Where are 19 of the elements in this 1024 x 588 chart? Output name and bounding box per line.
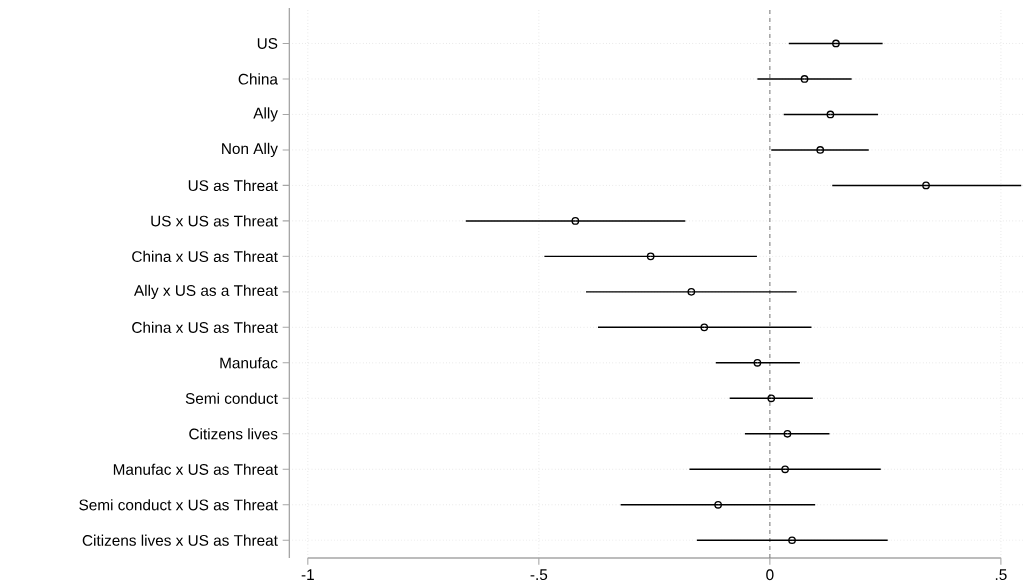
- y-tick-label: Citizens lives: [189, 428, 278, 440]
- y-tick-label: Semi conduct: [185, 392, 278, 404]
- x-tick-label: -.5: [530, 569, 548, 581]
- y-tick-label: Ally x US as a Threat: [133, 284, 278, 299]
- y-tick-label: China x US as Threat: [132, 321, 278, 333]
- y-tick-label: US as Threat: [188, 179, 278, 192]
- y-tick-label: Non Ally: [222, 142, 278, 158]
- y-tick-label: US x US as Threat: [151, 215, 278, 227]
- y-tick-label: Semi conduct x US as Threat: [79, 499, 278, 511]
- y-tick-label: Manufac: [220, 357, 278, 369]
- y-tick-label: Manufac x US as Threat: [113, 463, 278, 475]
- x-tick-label: 0: [766, 569, 774, 581]
- y-tick-label: Ally: [253, 107, 278, 122]
- x-tick-label: .5: [995, 569, 1007, 581]
- y-tick-label: US: [257, 38, 278, 49]
- y-tick-label: China x US as Threat: [132, 250, 278, 262]
- y-tick-label: Citizens lives x US as Threat: [82, 534, 278, 546]
- x-tick-label: -1: [301, 569, 314, 580]
- y-tick-label: China: [238, 73, 278, 85]
